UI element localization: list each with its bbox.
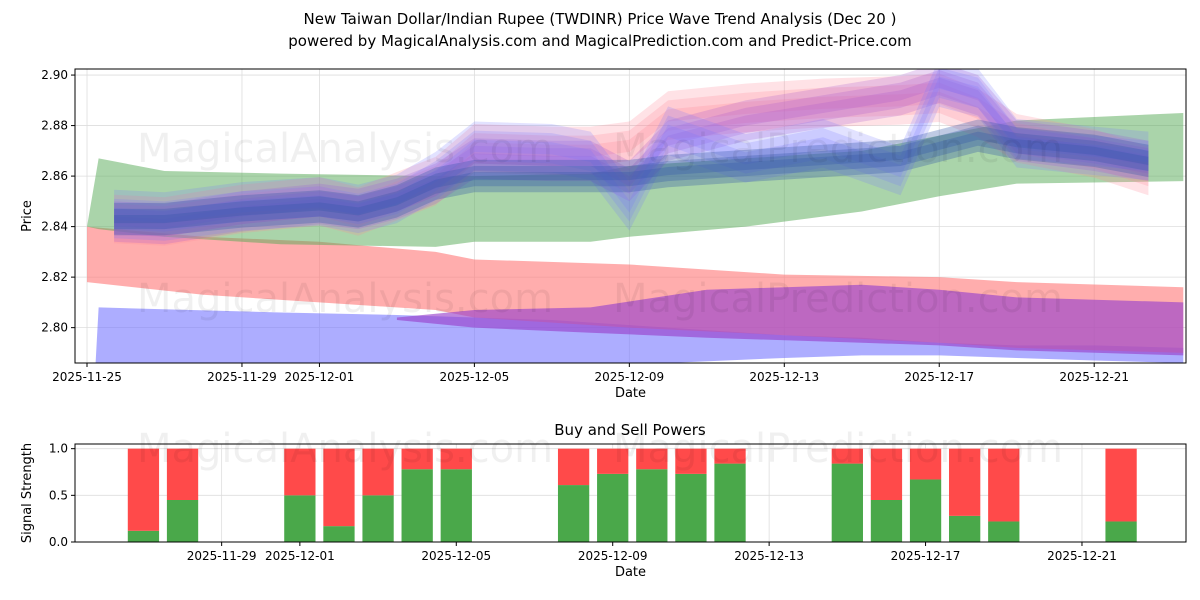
buy-bar <box>401 469 433 542</box>
y-axis-label: Signal Strength <box>20 443 35 543</box>
buy-bar <box>362 495 394 542</box>
y-tick-label: 2.84 <box>41 220 68 234</box>
x-tick-label: 2025-12-01 <box>265 549 335 563</box>
buy-bar <box>909 479 942 542</box>
x-tick-label: 2025-12-05 <box>440 370 510 384</box>
subplot-title: Buy and Sell Powers <box>554 421 706 439</box>
buy-bar <box>831 463 863 542</box>
buy-bar <box>597 473 629 542</box>
x-tick-label: 2025-12-13 <box>749 370 819 384</box>
y-tick-label: 2.86 <box>41 169 68 183</box>
sell-bar <box>401 448 433 470</box>
sell-bar <box>636 448 668 470</box>
watermark: MagicalAnalysis.com <box>137 276 553 322</box>
y-tick-label: 0.0 <box>49 535 68 549</box>
buy-bar <box>284 495 316 542</box>
x-axis-label: Date <box>615 565 646 580</box>
sell-bar <box>323 448 355 527</box>
sell-bar <box>714 448 746 464</box>
sell-bar <box>557 448 590 486</box>
buy-bar <box>127 530 160 542</box>
sell-bar <box>675 448 707 474</box>
wave-blue-wave <box>114 69 1149 223</box>
buy-bar <box>949 515 981 542</box>
watermark: MagicalAnalysis.com <box>137 126 553 172</box>
x-tick-label: 2025-12-01 <box>285 370 355 384</box>
wave-steel-wave <box>114 119 1149 224</box>
sell-bar <box>597 448 629 474</box>
x-axis-label: Date <box>615 386 646 401</box>
buy-bar <box>870 500 903 542</box>
y-tick-label: 2.88 <box>41 119 68 133</box>
sell-bar <box>949 448 981 516</box>
buy-bar <box>714 463 746 542</box>
sell-bar <box>831 448 863 464</box>
y-tick-label: 1.0 <box>49 442 68 456</box>
sell-bar <box>909 448 942 480</box>
watermark: MagicalAnalysis.com <box>137 426 553 472</box>
buy-bar <box>557 485 590 542</box>
wave-purple-wave <box>114 77 1149 245</box>
wave-pink-wave <box>114 73 1149 228</box>
x-tick-label: 2025-11-25 <box>52 370 122 384</box>
buy-bar <box>636 469 668 542</box>
y-tick-label: 2.82 <box>41 270 68 284</box>
y-tick-label: 2.80 <box>41 321 68 335</box>
x-tick-label: 2025-12-05 <box>421 549 491 563</box>
sell-bar <box>284 448 316 496</box>
x-tick-label: 2025-12-09 <box>578 549 648 563</box>
sell-bar <box>362 448 394 496</box>
band-blue-low <box>95 307 1184 363</box>
watermark: MagicalPrediction.com <box>613 276 1063 322</box>
sell-bar <box>127 448 160 531</box>
buy-bar <box>166 500 199 542</box>
wave-steel-wave <box>114 131 1149 236</box>
sell-bar <box>870 448 903 500</box>
y-tick-label: 0.5 <box>49 488 68 502</box>
band-purple-low <box>396 284 1184 356</box>
chart-title: New Taiwan Dollar/Indian Rupee (TWDINR) … <box>303 10 897 28</box>
band-green <box>87 112 1184 247</box>
wave-blue-wave <box>114 76 1149 241</box>
wave-pink-wave <box>114 82 1149 237</box>
sell-bar <box>988 448 1020 522</box>
x-tick-label: 2025-12-09 <box>594 370 664 384</box>
axes-frame <box>74 68 1187 364</box>
wave-steel-wave <box>114 125 1149 230</box>
x-tick-label: 2025-12-17 <box>904 370 974 384</box>
sell-bar <box>1105 448 1137 522</box>
x-tick-label: 2025-11-29 <box>207 370 277 384</box>
x-tick-label: 2025-12-13 <box>734 549 804 563</box>
wave-pink-wave <box>114 91 1149 246</box>
chart-subtitle: powered by MagicalAnalysis.com and Magic… <box>288 32 912 50</box>
plot-area <box>75 444 1186 542</box>
wave-purple-wave <box>114 70 1149 237</box>
x-tick-label: 2025-11-29 <box>187 549 257 563</box>
buy-bar <box>1105 521 1137 542</box>
watermark: MagicalPrediction.com <box>613 126 1063 172</box>
buy-bar <box>988 521 1020 542</box>
x-tick-label: 2025-12-21 <box>1047 549 1117 563</box>
buy-bar <box>675 473 707 542</box>
x-tick-label: 2025-12-21 <box>1059 370 1129 384</box>
wave-purple-wave <box>114 69 1149 230</box>
y-tick-label: 2.90 <box>41 68 68 82</box>
buy-bar <box>440 469 472 542</box>
watermark: MagicalPrediction.com <box>613 426 1063 472</box>
axes-frame <box>74 443 1187 543</box>
buy-bar <box>323 526 355 542</box>
y-axis-label: Price <box>20 200 35 232</box>
sell-bar <box>166 448 199 500</box>
sell-bar <box>440 448 472 470</box>
wave-blue-wave <box>114 69 1149 232</box>
plot-area <box>75 69 1186 363</box>
x-tick-label: 2025-12-17 <box>891 549 961 563</box>
